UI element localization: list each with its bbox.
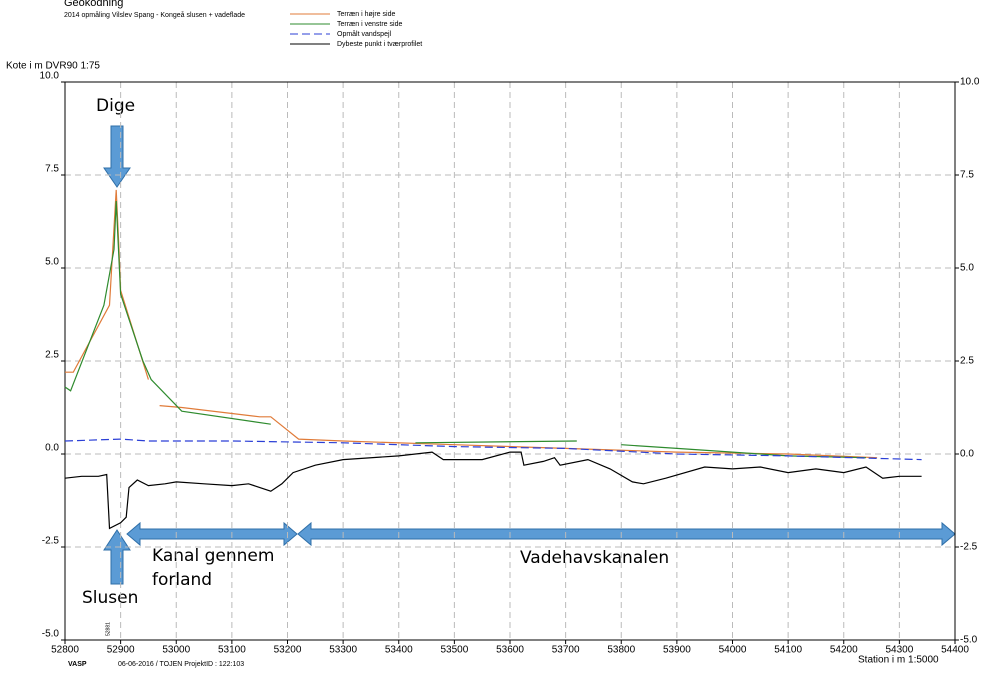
- x-tick-label: 54400: [941, 645, 969, 656]
- arrow-dige: [103, 125, 131, 188]
- annotation: 52881: [105, 622, 111, 636]
- x-tick-label: 53600: [496, 645, 524, 656]
- y2-tick-label: -5.0: [960, 635, 978, 646]
- x-tick-label: 53300: [329, 645, 357, 656]
- footer: VASP: [68, 661, 87, 668]
- series-line: [64, 451, 922, 530]
- x-tick-label: 54000: [719, 645, 747, 656]
- x-tick-label: 53800: [607, 645, 635, 656]
- annotation: Vadehavskanalen: [520, 548, 669, 568]
- y2-tick-label: 5.0: [960, 263, 974, 274]
- series-line: [64, 200, 867, 459]
- annotation: forland: [152, 570, 212, 590]
- y-tick-label: 10.0: [40, 71, 60, 82]
- x-tick-label: 53400: [385, 645, 413, 656]
- series-line: [64, 438, 922, 461]
- legend-label: Opmålt vandspejl: [337, 30, 392, 38]
- chart-subtitle: 2014 opmåling Vilslev Spang - Kongeå slu…: [64, 11, 245, 19]
- y2-tick-label: -2.5: [960, 542, 978, 553]
- y2-tick-label: 7.5: [960, 170, 974, 181]
- y-tick-label: 5.0: [45, 257, 59, 268]
- y-tick-label: -2.5: [42, 536, 60, 547]
- y-tick-label: 2.5: [45, 350, 59, 361]
- arrows: [103, 125, 956, 585]
- legend-label: Dybeste punkt i tværprofilet: [337, 41, 422, 48]
- x-tick-label: 52800: [51, 645, 79, 656]
- y-tick-label: 0.0: [45, 443, 59, 454]
- annotation: Slusen: [82, 588, 138, 608]
- y2-tick-label: 0.0: [960, 449, 974, 460]
- x-tick-label: 53200: [274, 645, 302, 656]
- arrow-kanal: [126, 521, 298, 547]
- x-tick-label: 53700: [552, 645, 580, 656]
- y-tick-label: 7.5: [45, 164, 59, 175]
- y2-tick-label: 2.5: [960, 356, 974, 367]
- x-tick-label: 53500: [440, 645, 468, 656]
- x-tick-label: 53000: [162, 645, 190, 656]
- legend-label: Terræn i venstre side: [337, 21, 402, 28]
- arrow-slusen: [103, 529, 131, 585]
- y2-tick-label: 10.0: [960, 77, 980, 88]
- x-tick-label: 53900: [663, 645, 691, 656]
- x-tick-label: 54100: [774, 645, 802, 656]
- y-tick-label: -5.0: [42, 629, 60, 640]
- x-tick-label: 53100: [218, 645, 246, 656]
- footer: 06-06-2016 / TOJEN ProjektID : 122:103: [118, 661, 244, 668]
- x-tick-label: 52900: [107, 645, 135, 656]
- x-tick-label: 54300: [885, 645, 913, 656]
- legend-label: Terræn i højre side: [337, 11, 395, 18]
- plot-frame: [64, 81, 956, 641]
- chart-title: Geokodning: [64, 0, 123, 9]
- annotation: Dige: [96, 96, 135, 116]
- series-line: [65, 189, 878, 459]
- x-axis-label: Station i m 1:5000: [858, 655, 939, 666]
- x-tick-label: 54200: [830, 645, 858, 656]
- y-axis-label: Kote i m DVR90 1:75: [6, 61, 100, 72]
- arrow-vadehav: [297, 521, 956, 547]
- annotation: Kanal gennem: [152, 546, 274, 566]
